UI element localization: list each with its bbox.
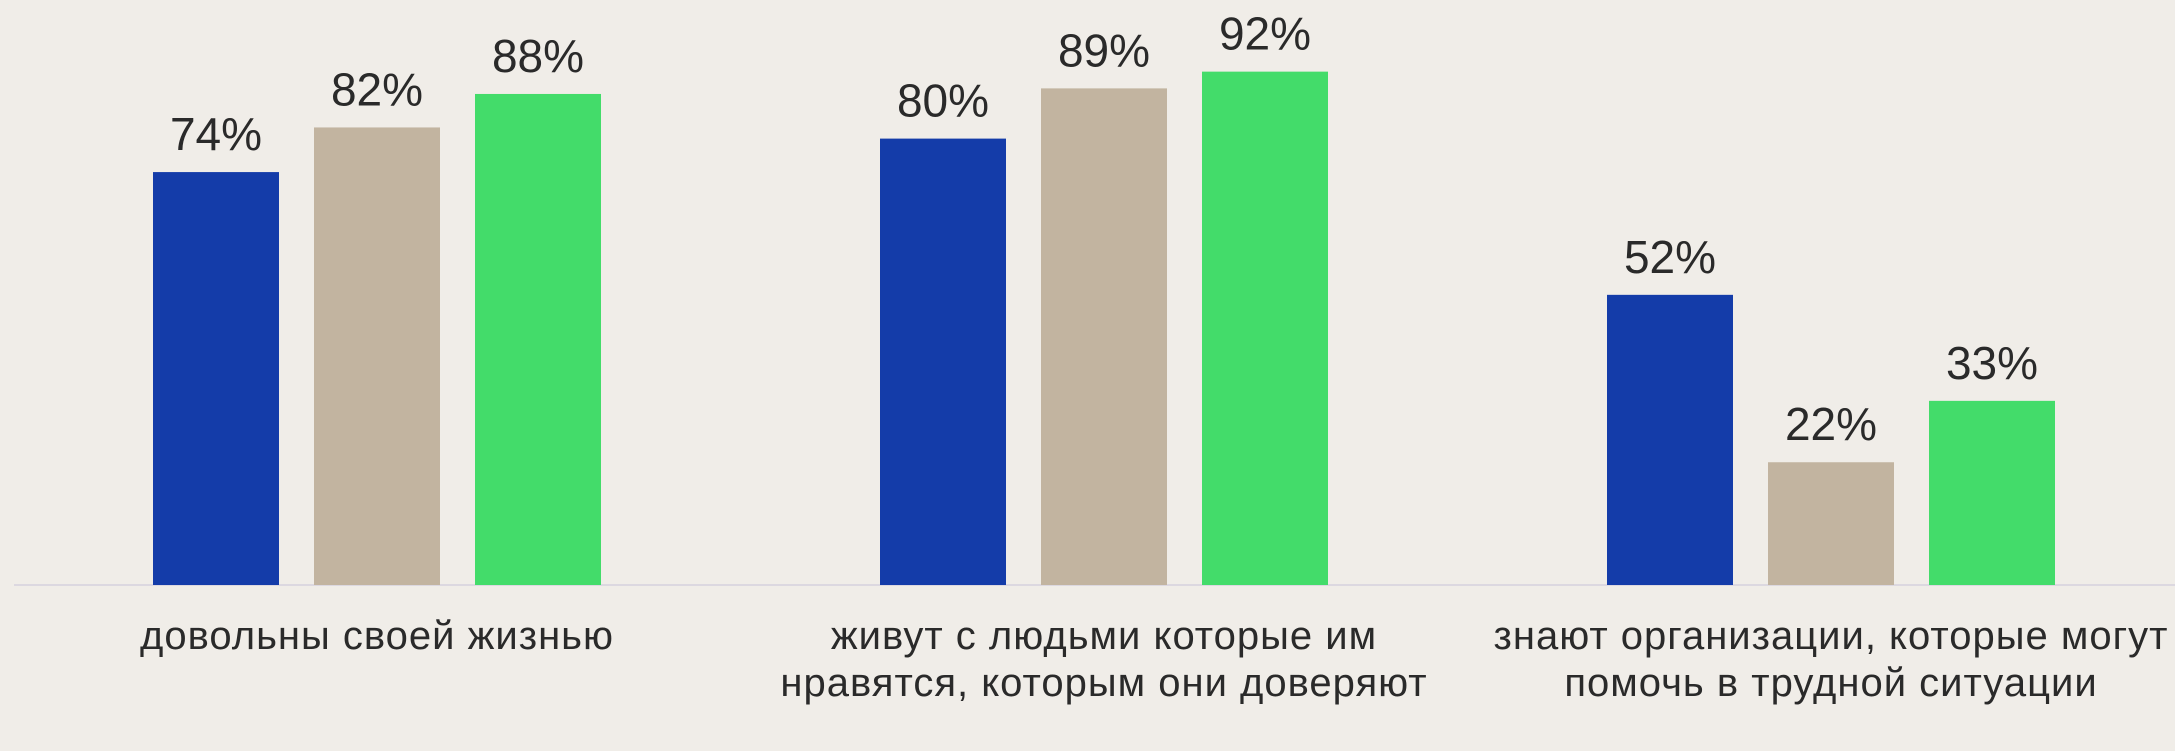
value-label: 89% <box>1058 24 1150 76</box>
bar <box>314 127 440 585</box>
value-label: 33% <box>1946 337 2038 389</box>
bar <box>1041 88 1167 585</box>
value-label: 88% <box>492 30 584 82</box>
value-label: 74% <box>170 108 262 160</box>
bar <box>1929 400 2055 585</box>
category-label: живут с людьми которые им нравятся, кото… <box>780 614 1428 705</box>
category-label: довольны своей жизнью <box>139 614 614 658</box>
value-label: 22% <box>1785 398 1877 450</box>
bar <box>1202 71 1328 585</box>
value-label: 52% <box>1624 231 1716 283</box>
bar <box>1768 462 1894 585</box>
bar <box>153 172 279 585</box>
value-label: 80% <box>897 75 989 127</box>
category-label: знают организации, которые могут помочь … <box>1493 614 2169 705</box>
bar <box>475 93 601 586</box>
value-label: 82% <box>331 63 423 115</box>
bar <box>880 138 1006 585</box>
bar <box>1607 294 1733 585</box>
value-label: 92% <box>1219 8 1311 60</box>
